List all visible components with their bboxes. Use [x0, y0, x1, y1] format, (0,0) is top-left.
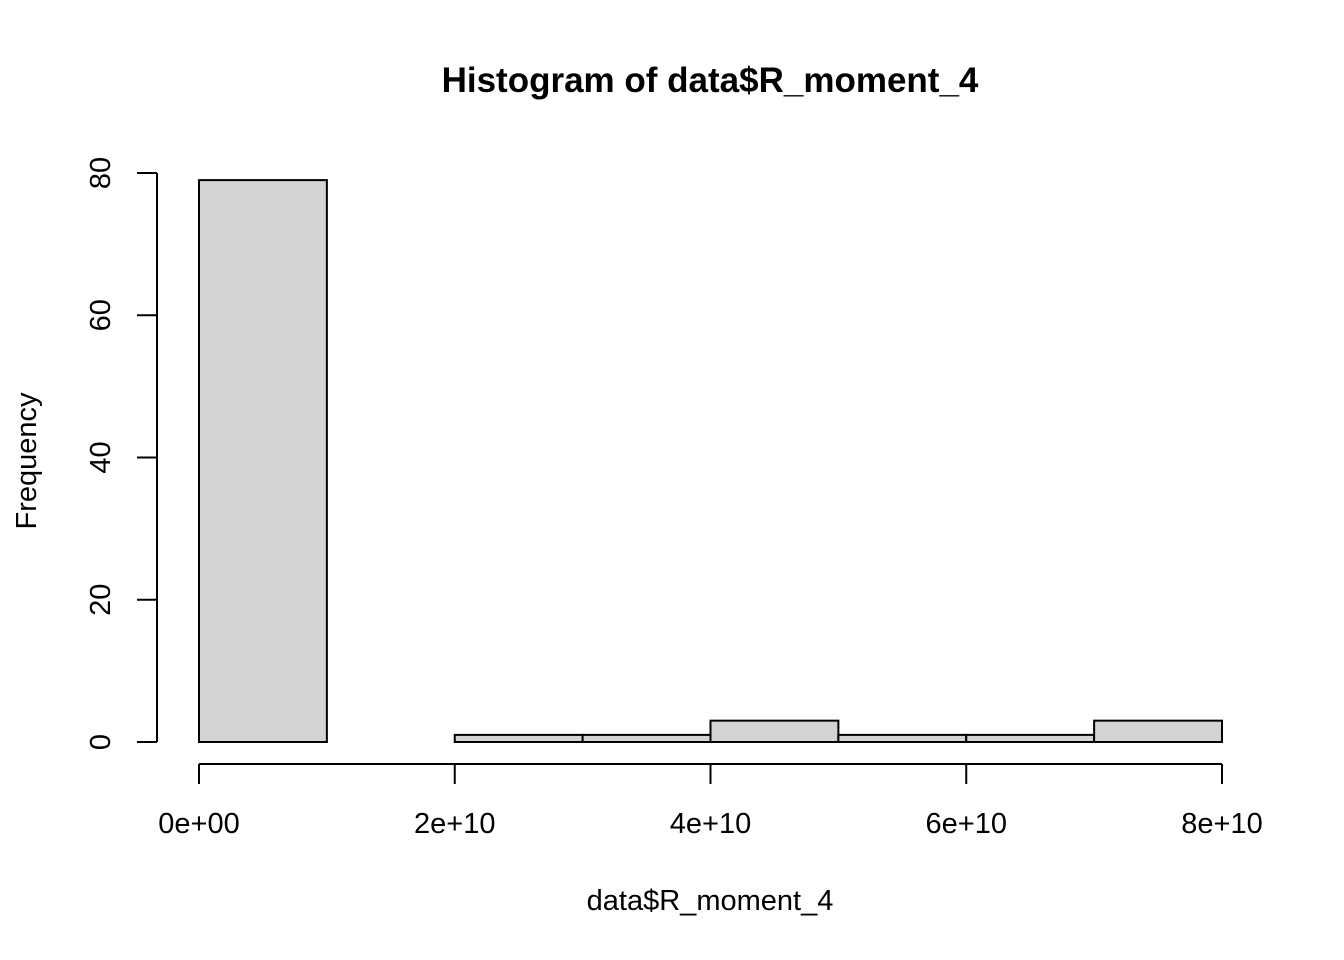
x-tick-label-4: 8e+10	[1181, 808, 1262, 840]
x-tick-label-0: 0e+00	[158, 808, 239, 840]
y-tick-label-1: 20	[85, 584, 117, 616]
x-axis-label: data$R_moment_4	[587, 885, 834, 917]
y-axis-label: Frequency	[11, 392, 43, 530]
x-tick-label-3: 6e+10	[926, 808, 1007, 840]
y-tick-label-3: 60	[85, 299, 117, 331]
histogram-bar-5	[837, 733, 968, 744]
y-axis: 0 20 40 60 80	[85, 157, 158, 750]
y-tick-label-0: 0	[85, 734, 117, 750]
y-tick-label-2: 40	[85, 441, 117, 473]
histogram-bar-6	[965, 733, 1096, 744]
chart-title: Histogram of data$R_moment_4	[442, 61, 979, 100]
histogram-bar-3	[581, 733, 712, 744]
y-tick-label-4: 80	[85, 157, 117, 189]
bars-group	[198, 179, 1223, 744]
histogram-bar-4	[709, 719, 840, 743]
histogram-bar-0	[198, 179, 328, 744]
x-tick-label-2: 4e+10	[670, 808, 751, 840]
x-tick-label-1: 2e+10	[414, 808, 495, 840]
histogram-bar-2	[453, 733, 584, 744]
histogram-bar-7	[1093, 719, 1223, 743]
x-axis: 0e+00 2e+10 4e+10 6e+10 8e+10	[158, 763, 1263, 840]
